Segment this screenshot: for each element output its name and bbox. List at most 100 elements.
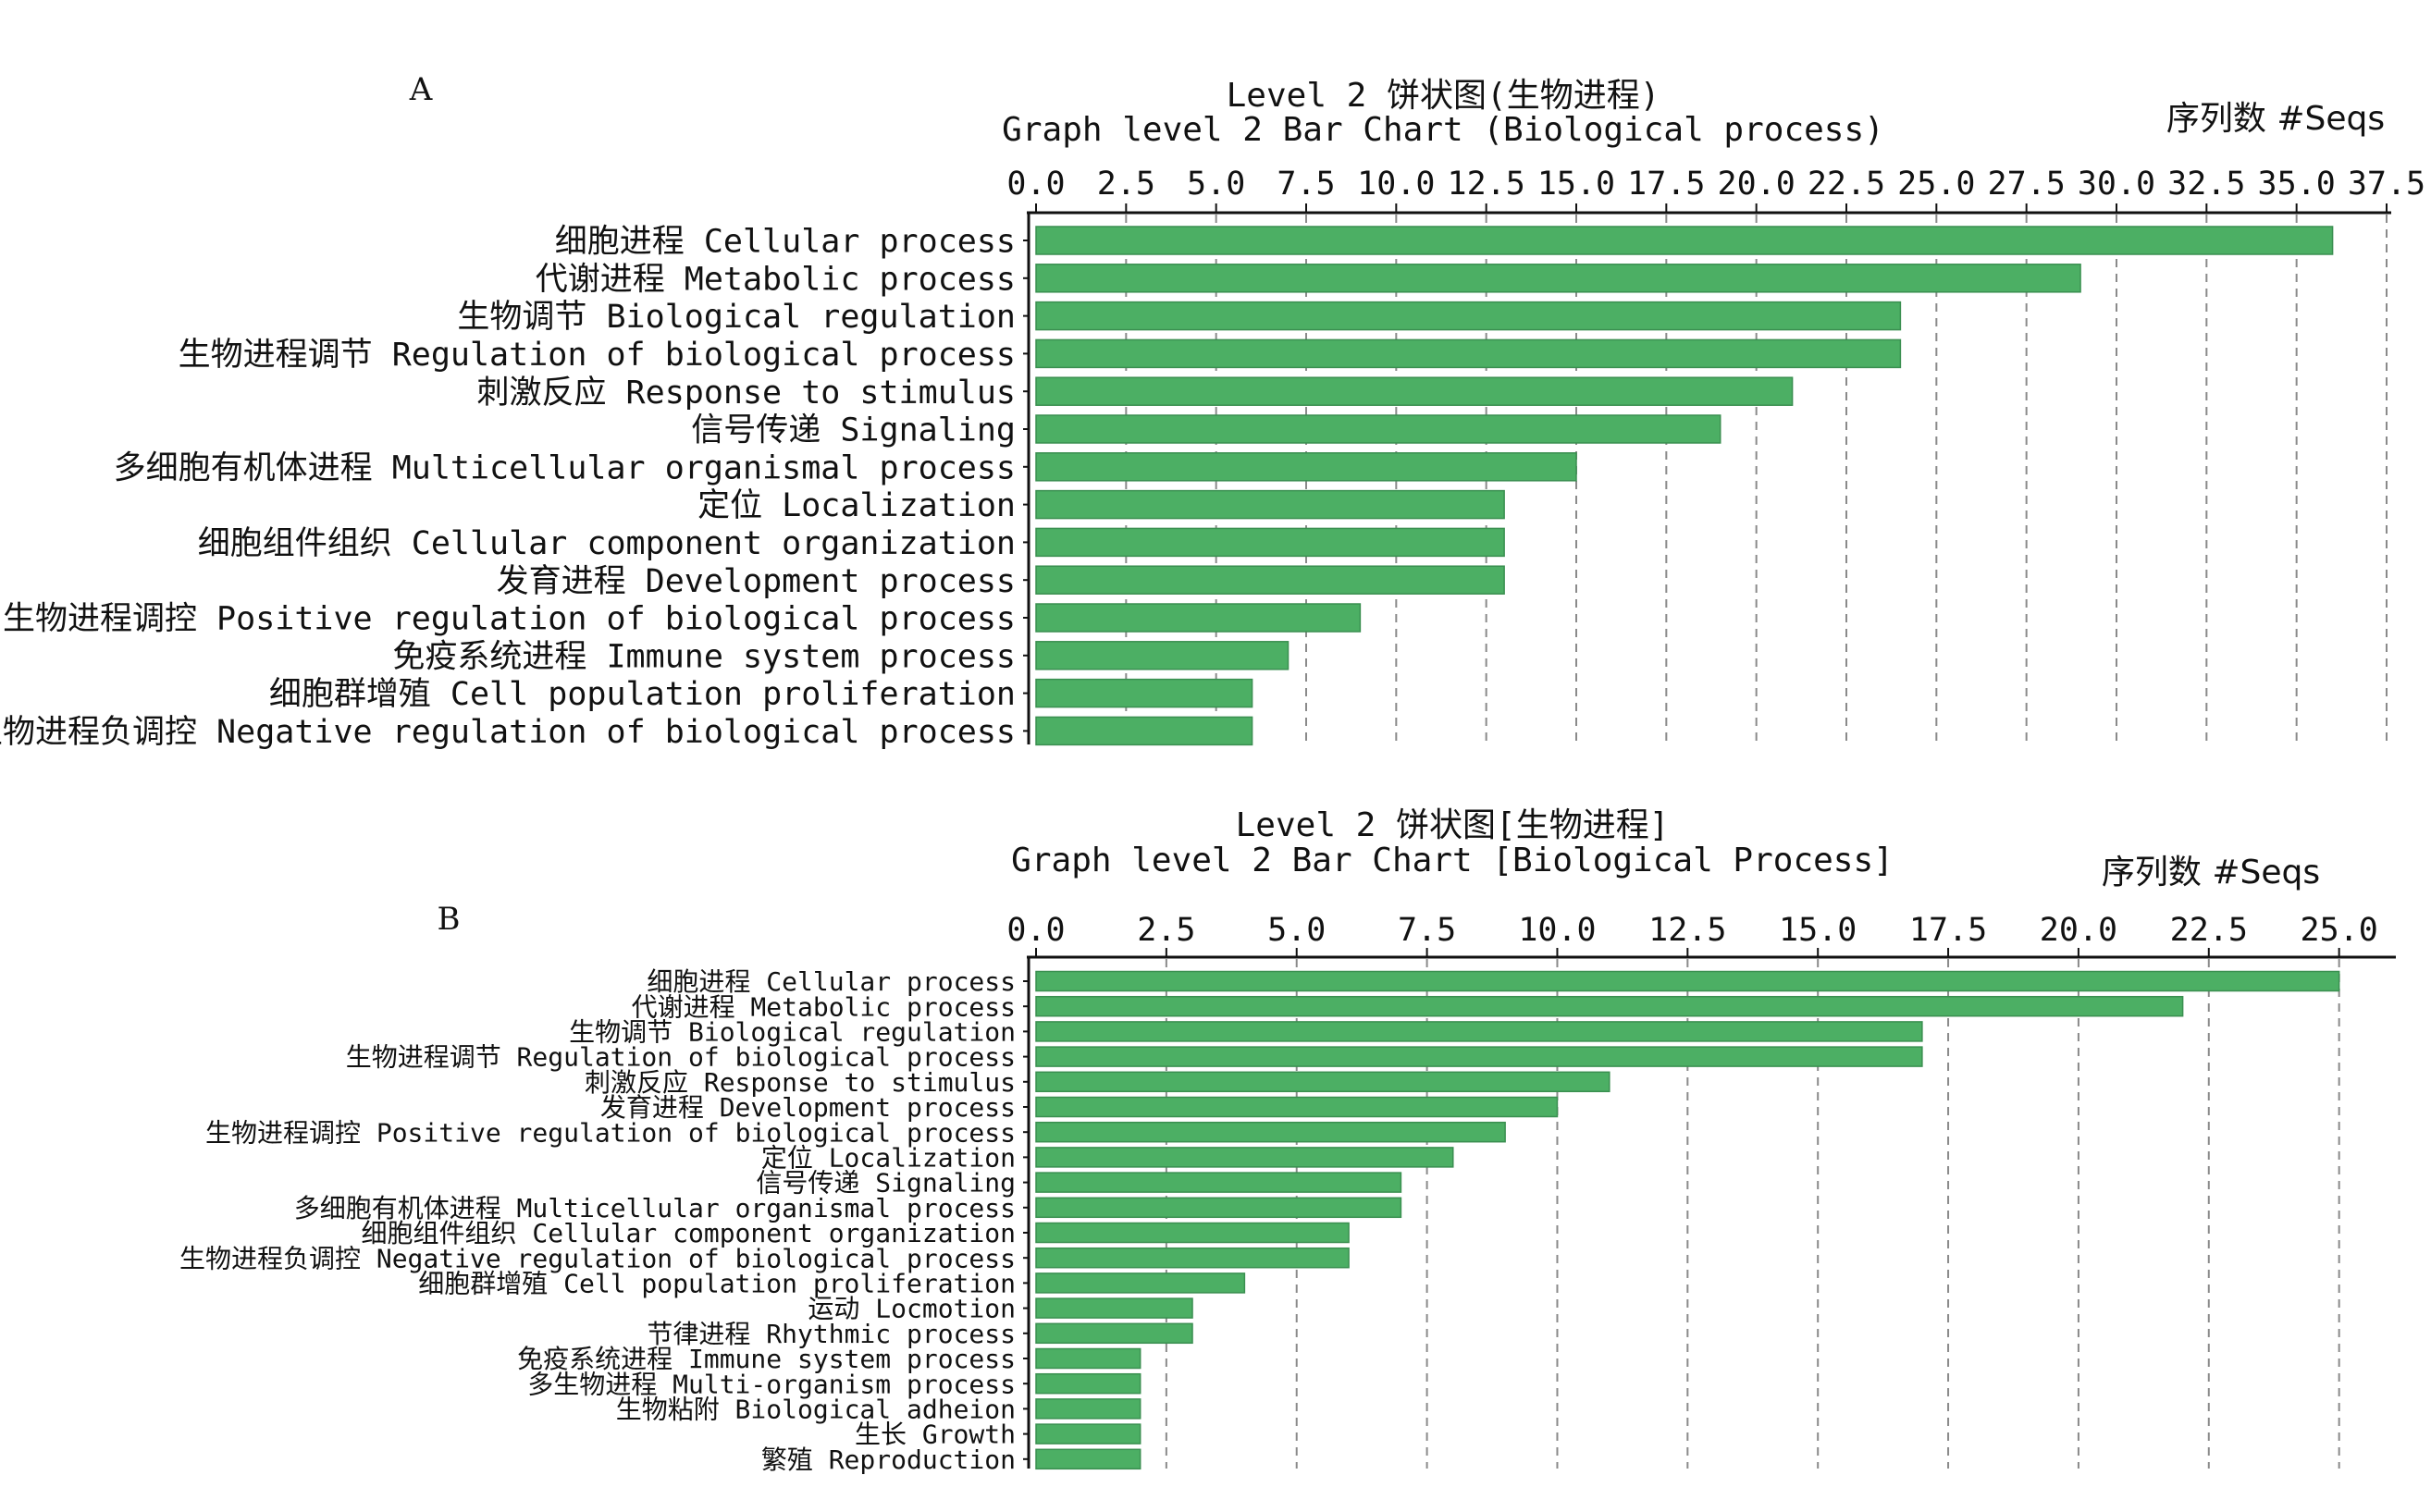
bar <box>1035 376 1794 406</box>
x-tick-label: 20.0 <box>2040 912 2117 949</box>
category-label: 生物进程调节 Regulation of biological process <box>179 337 1016 374</box>
x-tick-label: 20.0 <box>1718 166 1795 203</box>
bar <box>1035 226 2334 255</box>
bar <box>1035 716 1253 746</box>
x-axis-label: 序列数 #Seqs <box>2166 100 2385 138</box>
bar <box>1035 489 1505 520</box>
category-label: 定位 Localization <box>697 487 1016 524</box>
x-tick-label: 10.0 <box>1357 166 1435 203</box>
x-axis-label: 序列数 #Seqs <box>2102 854 2320 891</box>
chart-subtitle: Graph level 2 Bar Chart [Biological Proc… <box>1011 842 1894 879</box>
category-label: 刺激反应 Response to stimulus <box>476 375 1016 412</box>
category-label: 代谢进程 Metabolic process <box>632 991 1016 1022</box>
x-tick-label: 27.5 <box>1988 166 2066 203</box>
category-label: 繁殖 Reproduction <box>761 1444 1016 1475</box>
bar <box>1035 414 1721 444</box>
category-label: 运动 Locmotion <box>808 1294 1016 1324</box>
x-tick-label: 17.5 <box>1627 166 1705 203</box>
bar <box>1035 970 2340 992</box>
bar <box>1035 264 2081 293</box>
bar <box>1035 527 1505 558</box>
category-label: 多生物进程 Multi-organism process <box>527 1369 1016 1399</box>
x-tick-label: 5.0 <box>1267 912 1326 949</box>
x-tick-label: 37.5 <box>2348 166 2425 203</box>
category-label: 细胞组件组织 Cellular component organization <box>198 525 1016 562</box>
bar <box>1035 1147 1454 1168</box>
category-label: 免疫系统进程 Immune system process <box>392 638 1016 675</box>
category-label: 生物进程调控 Positive regulation of biological… <box>205 1117 1016 1148</box>
x-tick-label: 12.5 <box>1448 166 1525 203</box>
bar <box>1035 1398 1141 1420</box>
bar <box>1035 301 1902 331</box>
bar <box>1035 1322 1193 1345</box>
category-label: 免疫系统进程 Immune system process <box>517 1344 1016 1374</box>
category-label: 代谢进程 Metabolic process <box>536 261 1016 298</box>
bar <box>1035 1347 1141 1370</box>
bar <box>1035 1222 1350 1244</box>
category-label: 发育进程 Development process <box>600 1092 1016 1123</box>
x-tick-label: 30.0 <box>2078 166 2155 203</box>
category-label: 细胞群增殖 Cell population proliferation <box>269 676 1016 713</box>
x-tick-label: 32.5 <box>2167 166 2245 203</box>
x-tick-label: 22.5 <box>1808 166 1885 203</box>
x-tick-label: 7.5 <box>1398 912 1456 949</box>
bar <box>1035 1197 1402 1219</box>
x-tick-label: 2.5 <box>1097 166 1155 203</box>
panel-a: Level 2 饼状图(生物进程)Graph level 2 Bar Chart… <box>0 71 2425 751</box>
category-label: 细胞进程 Cellular process <box>647 966 1016 997</box>
x-tick-label: 10.0 <box>1518 912 1596 949</box>
x-tick-label: 12.5 <box>1648 912 1726 949</box>
category-label: 细胞群增殖 Cell population proliferation <box>418 1268 1016 1298</box>
category-label: 生物进程调节 Regulation of biological process <box>346 1042 1016 1073</box>
bar <box>1035 1247 1350 1269</box>
x-tick-label: 17.5 <box>1909 912 1987 949</box>
category-label: 生物进程负调控 Negative regulation of biologica… <box>179 1243 1016 1273</box>
panel-label: B <box>438 901 461 938</box>
panel-label: A <box>409 71 433 108</box>
bar <box>1035 1423 1141 1444</box>
x-tick-label: 15.0 <box>1537 166 1615 203</box>
bar <box>1035 603 1362 633</box>
x-tick-label: 7.5 <box>1277 166 1335 203</box>
category-label: 细胞进程 Cellular process <box>555 224 1016 261</box>
bar <box>1035 1046 1923 1067</box>
category-label: 多细胞有机体进程 Multicellular organismal proces… <box>294 1193 1016 1223</box>
category-label: 生长 Growth <box>855 1420 1016 1450</box>
x-tick-label: 5.0 <box>1187 166 1245 203</box>
category-label: 定位 Localization <box>761 1142 1016 1173</box>
bar <box>1035 995 2184 1017</box>
x-tick-label: 2.5 <box>1137 912 1195 949</box>
bar <box>1035 678 1253 708</box>
category-label: 信号传递 Signaling <box>691 412 1016 449</box>
chart-title: Level 2 饼状图(生物进程) <box>1227 77 1660 115</box>
chart-title: Level 2 饼状图[生物进程] <box>1236 806 1670 844</box>
bar <box>1035 1297 1193 1319</box>
x-tick-label: 35.0 <box>2258 166 2336 203</box>
bar <box>1035 1372 1141 1395</box>
x-tick-label: 0.0 <box>1006 166 1065 203</box>
chart-subtitle: Graph level 2 Bar Chart (Biological proc… <box>1002 111 1884 149</box>
category-label: 多细胞有机体进程 Multicellular organismal proces… <box>114 449 1016 486</box>
x-tick-label: 25.0 <box>2301 912 2378 949</box>
bar <box>1035 338 1902 369</box>
bar <box>1035 1096 1559 1118</box>
x-tick-label: 25.0 <box>1897 166 1975 203</box>
bar <box>1035 1448 1141 1470</box>
x-tick-label: 15.0 <box>1779 912 1857 949</box>
category-label: 生物进程调控 Positive regulation of biological… <box>3 601 1016 638</box>
bar <box>1035 641 1290 670</box>
bar <box>1035 565 1505 595</box>
category-label: 生物进程负调控 Negative regulation of biologica… <box>0 714 1016 751</box>
category-label: 发育进程 Development process <box>497 563 1016 600</box>
x-tick-label: 22.5 <box>2170 912 2248 949</box>
category-label: 生物粘附 Biological adheion <box>616 1394 1016 1424</box>
category-label: 生物调节 Biological regulation <box>457 299 1016 336</box>
bar <box>1035 1071 1610 1093</box>
x-tick-label: 0.0 <box>1006 912 1065 949</box>
category-label: 信号传递 Signaling <box>756 1168 1016 1199</box>
bar <box>1035 1272 1246 1294</box>
category-label: 刺激反应 Response to stimulus <box>585 1067 1016 1098</box>
category-label: 生物调节 Biological regulation <box>569 1016 1016 1047</box>
bar <box>1035 1121 1506 1143</box>
